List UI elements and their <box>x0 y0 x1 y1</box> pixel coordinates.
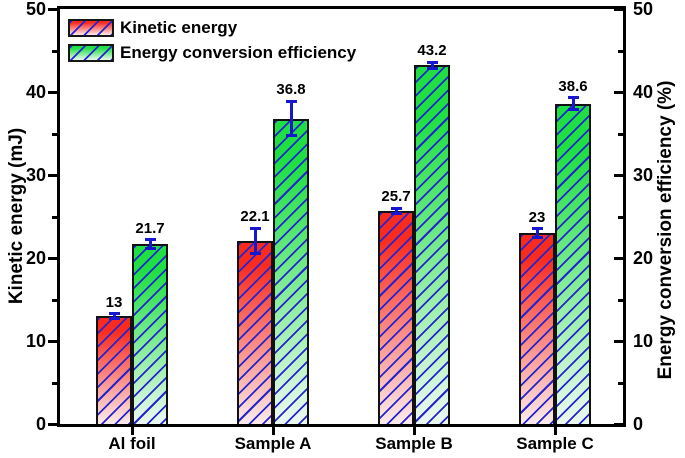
error-bar-cap-top <box>144 238 156 242</box>
bar-value-label: 38.6 <box>558 77 588 95</box>
bar <box>96 316 132 426</box>
bar <box>519 233 555 426</box>
bar <box>273 118 309 426</box>
error-bar-cap-top <box>390 206 402 210</box>
top-spine <box>57 6 626 9</box>
right-axis-minor-tick <box>618 215 623 219</box>
right-axis-major-tick <box>614 174 623 177</box>
error-bar-stem <box>112 313 116 319</box>
error-bar-stem <box>394 208 398 214</box>
bar-value-label: 25.7 <box>381 188 411 206</box>
right-axis-major-tick <box>614 257 623 260</box>
left-axis-title: Kinetic energy (mJ) <box>6 127 27 305</box>
legend-swatch-kinetic-energy <box>68 19 114 37</box>
bar-value-label: 22.1 <box>240 208 270 226</box>
bar-value-label: 13 <box>105 293 123 311</box>
left-axis-minor-tick <box>52 215 57 219</box>
right-axis-major-tick <box>614 91 623 94</box>
bar-value-label: 43.2 <box>417 42 447 60</box>
left-axis-minor-tick <box>52 49 57 53</box>
x-axis-tick <box>554 427 557 435</box>
legend-swatch-energy-conversion-efficiency <box>68 44 114 62</box>
legend-label-energy-conversion-efficiency: Energy conversion efficiency <box>120 43 357 62</box>
left-spine <box>57 6 60 427</box>
left-axis-major-tick <box>48 8 57 11</box>
x-category-label: Sample B <box>375 434 453 453</box>
error-bar-stem <box>148 239 152 249</box>
bar-value-label: 21.7 <box>135 219 165 237</box>
left-axis-minor-tick <box>52 381 57 385</box>
right-axis-title: Energy conversion efficiency (%) <box>655 80 676 380</box>
x-category-label: Sample A <box>234 434 312 453</box>
left-axis-tick-label: 50 <box>25 0 46 19</box>
bar <box>414 65 450 426</box>
right-axis-tick-label: 20 <box>633 248 654 268</box>
error-bar-cap-bottom <box>108 317 120 321</box>
error-bar-cap-top <box>426 60 438 64</box>
left-axis-tick-label: 30 <box>25 165 46 185</box>
right-axis-tick-label: 10 <box>633 331 654 351</box>
error-bar-stem <box>571 97 575 110</box>
left-axis-tick-label: 10 <box>25 331 46 351</box>
legend-label-kinetic-energy: Kinetic energy <box>120 18 238 37</box>
right-axis-minor-tick <box>618 49 623 53</box>
left-axis-major-tick <box>48 174 57 177</box>
bar-value-label: 36.8 <box>276 81 306 99</box>
right-axis-tick-label: 50 <box>633 0 654 19</box>
bottom-spine <box>57 424 626 427</box>
right-axis-major-tick <box>614 340 623 343</box>
bar <box>132 243 168 426</box>
right-axis-major-tick <box>614 8 623 11</box>
bar <box>237 240 273 426</box>
left-axis-major-tick <box>48 340 57 343</box>
left-axis-minor-tick <box>52 132 57 136</box>
right-spine <box>623 6 626 427</box>
x-category-label: Sample C <box>516 434 594 453</box>
error-bar-stem <box>535 228 539 238</box>
right-axis-tick-label: 30 <box>633 165 654 185</box>
error-bar-cap-bottom <box>426 67 438 71</box>
left-axis-major-tick <box>48 423 57 426</box>
x-axis-tick <box>413 427 416 435</box>
left-axis-tick-label: 20 <box>25 248 46 268</box>
bar-value-label: 23 <box>528 208 546 226</box>
left-axis-tick-label: 0 <box>35 414 46 434</box>
error-bar-stem <box>430 62 434 69</box>
error-bar-cap-top <box>531 227 543 231</box>
right-axis-tick-label: 0 <box>633 414 644 434</box>
error-bar-cap-bottom <box>144 246 156 250</box>
x-axis-tick <box>131 427 134 435</box>
right-axis-minor-tick <box>618 132 623 136</box>
x-axis-tick <box>272 427 275 435</box>
bar <box>378 210 414 426</box>
left-axis-minor-tick <box>52 298 57 302</box>
left-axis-major-tick <box>48 257 57 260</box>
error-bar-cap-top <box>567 96 579 100</box>
left-axis-major-tick <box>48 91 57 94</box>
right-axis-tick-label: 40 <box>633 82 654 102</box>
right-axis-minor-tick <box>618 298 623 302</box>
left-axis-tick-label: 40 <box>25 82 46 102</box>
error-bar-stem <box>253 228 257 253</box>
error-bar-stem <box>289 101 293 136</box>
error-bar-cap-bottom <box>567 107 579 111</box>
error-bar-cap-bottom <box>249 251 261 255</box>
x-category-label: Al foil <box>108 434 156 453</box>
error-bar-cap-bottom <box>285 134 297 138</box>
error-bar-cap-bottom <box>531 235 543 239</box>
error-bar-cap-top <box>249 226 261 230</box>
error-bar-cap-top <box>108 312 120 316</box>
error-bar-cap-bottom <box>390 211 402 215</box>
error-bar-cap-top <box>285 99 297 103</box>
bar <box>555 103 591 426</box>
right-axis-minor-tick <box>618 381 623 385</box>
